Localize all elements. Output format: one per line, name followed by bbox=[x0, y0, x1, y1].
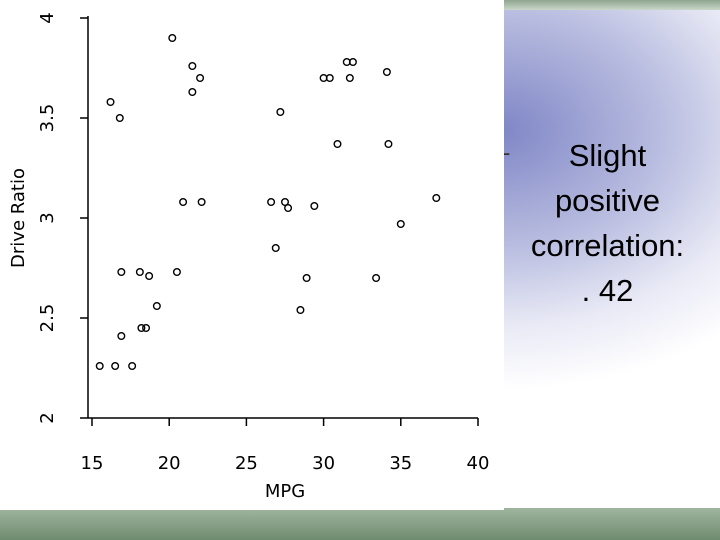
bullet-line-4: . 42 bbox=[581, 273, 634, 308]
data-point bbox=[128, 362, 137, 371]
data-point bbox=[135, 268, 144, 277]
x-tick-label: 30 bbox=[312, 453, 335, 474]
data-point bbox=[345, 73, 354, 82]
data-point bbox=[267, 197, 276, 206]
data-point bbox=[325, 73, 334, 82]
bullet-line-3: correlation: bbox=[530, 228, 685, 263]
data-point bbox=[276, 107, 285, 116]
bullet-text: Slight positive correlation: . 42 bbox=[500, 133, 715, 313]
data-point bbox=[271, 243, 280, 252]
data-point bbox=[145, 272, 154, 281]
data-point bbox=[281, 197, 290, 206]
data-point bbox=[137, 324, 146, 333]
y-tick-label: 2 bbox=[37, 412, 58, 423]
data-point bbox=[310, 201, 319, 210]
data-point bbox=[117, 268, 126, 277]
y-tick-label: 4 bbox=[37, 12, 58, 23]
data-point bbox=[296, 306, 305, 315]
data-point bbox=[142, 324, 151, 333]
y-tick-label: 3.5 bbox=[37, 104, 58, 133]
data-point bbox=[95, 362, 104, 371]
data-point bbox=[333, 139, 342, 148]
data-point bbox=[188, 62, 197, 71]
data-point bbox=[432, 193, 441, 202]
data-point bbox=[384, 139, 393, 148]
x-ticks: 15 20 25 30 35 40 bbox=[81, 418, 490, 474]
y-tick-label: 2.5 bbox=[37, 304, 58, 333]
bottom-band bbox=[0, 508, 720, 540]
data-point bbox=[117, 332, 126, 341]
bullet-marker: - bbox=[503, 140, 511, 165]
x-tick-label: 25 bbox=[235, 453, 258, 474]
scatter-chart: 15 20 25 30 35 40 2 2.5 3 3.5 4 MPG Drive Ratio bbox=[0, 0, 504, 510]
x-tick-label: 20 bbox=[158, 453, 181, 474]
data-point bbox=[396, 219, 405, 228]
chart-panel: 15 20 25 30 35 40 2 2.5 3 3.5 4 MPG Drive Ratio bbox=[0, 0, 504, 510]
data-point bbox=[111, 362, 120, 371]
data-point bbox=[172, 268, 181, 277]
y-ticks: 2 2.5 3 3.5 4 bbox=[37, 12, 88, 424]
data-point bbox=[372, 274, 381, 283]
data-points bbox=[95, 34, 441, 371]
x-tick-label: 35 bbox=[389, 453, 412, 474]
x-tick-label: 15 bbox=[81, 453, 104, 474]
data-point bbox=[106, 97, 115, 106]
data-point bbox=[284, 203, 293, 212]
x-axis-label: MPG bbox=[265, 481, 305, 502]
y-tick-label: 3 bbox=[37, 212, 58, 223]
data-point bbox=[168, 34, 177, 43]
data-point bbox=[382, 67, 391, 76]
data-point bbox=[188, 87, 197, 96]
x-tick-label: 40 bbox=[467, 453, 490, 474]
data-point bbox=[152, 302, 161, 311]
plot-area-frame bbox=[0, 0, 504, 510]
bullet-line-1: Slight bbox=[568, 138, 647, 173]
bullet-line-2: positive bbox=[554, 183, 661, 218]
y-axis-label: Drive Ratio bbox=[8, 168, 29, 268]
data-point bbox=[302, 274, 311, 283]
data-point bbox=[197, 197, 206, 206]
data-point bbox=[179, 197, 188, 206]
data-point bbox=[196, 73, 205, 82]
data-point bbox=[348, 58, 357, 67]
data-point bbox=[115, 113, 124, 122]
